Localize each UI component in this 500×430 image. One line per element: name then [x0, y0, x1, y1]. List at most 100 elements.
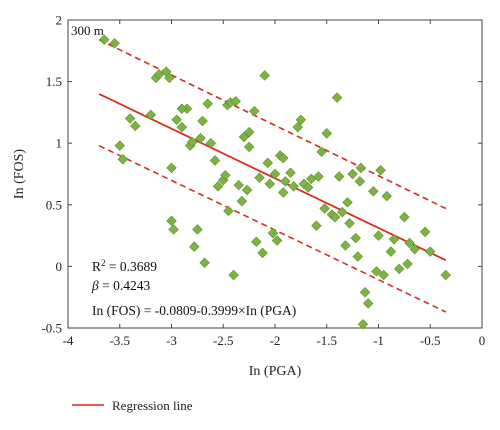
data-point [321, 128, 332, 139]
data-point [233, 179, 244, 191]
data-point [319, 203, 330, 214]
data-point [264, 178, 276, 190]
data-point [368, 186, 379, 197]
data-point [202, 98, 213, 110]
x-tick-label: -1.5 [316, 333, 337, 348]
data-point [114, 140, 125, 151]
data-point [311, 220, 322, 231]
data-point [269, 168, 281, 180]
data-point [371, 266, 382, 277]
x-axis: -4 -3.5 -3 -2.5 -2 -1.5 -1 -0.5 0 [63, 20, 486, 348]
regression-equation: In (FOS) = -0.0809-0.3999×In (PGA) [92, 303, 296, 318]
data-point [388, 234, 400, 245]
data-point [168, 224, 179, 235]
data-point [409, 243, 420, 255]
data-point [243, 141, 255, 153]
data-point [419, 226, 431, 238]
data-point [145, 109, 157, 121]
data-point [257, 247, 268, 259]
data-point [195, 133, 206, 144]
data-point [236, 195, 248, 207]
data-point [404, 237, 415, 249]
data-point [228, 269, 239, 281]
data-point [186, 136, 198, 148]
data-point [197, 115, 208, 127]
data-point [223, 205, 234, 217]
data-point [209, 155, 221, 166]
data-point [295, 114, 307, 126]
data-point [251, 236, 262, 247]
data-point [109, 38, 120, 49]
data-point [357, 319, 369, 330]
data-point [205, 137, 217, 149]
x-tick-label: 0 [479, 333, 486, 348]
data-point [333, 171, 345, 182]
data-point [130, 120, 141, 132]
data-point [362, 298, 374, 309]
data-point [249, 105, 260, 117]
data-point [238, 131, 250, 143]
data-point [375, 165, 386, 176]
data-point [359, 287, 371, 298]
beta-annotation: β = 0.4243 [91, 278, 150, 293]
y-axis: -0.5 0 0.5 1 1.5 2 [41, 13, 482, 336]
data-point [171, 114, 182, 126]
data-point [329, 211, 341, 223]
x-axis-title: In (PGA) [249, 364, 302, 379]
data-point [378, 269, 389, 281]
data-point [344, 218, 355, 229]
data-point [402, 258, 413, 270]
data-point [199, 257, 210, 268]
data-point [316, 146, 327, 158]
x-tick-label: -2 [270, 333, 281, 348]
x-tick-label: -0.5 [420, 333, 441, 348]
data-point [99, 34, 110, 45]
data-point [285, 167, 296, 178]
upper-bound-line [98, 38, 447, 210]
data-point [302, 182, 314, 193]
data-point [313, 171, 324, 182]
data-point [425, 246, 436, 257]
r-squared-annotation: R2 = 0.3689 [92, 258, 157, 274]
legend-label-regression: Regression line [112, 398, 193, 413]
data-point [347, 168, 358, 180]
data-point [278, 187, 289, 198]
data-point [267, 227, 279, 239]
data-point [385, 246, 397, 257]
data-point [288, 181, 299, 192]
x-tick-label: -2.5 [213, 333, 234, 348]
data-point [292, 121, 303, 133]
y-tick-label: 0 [56, 259, 63, 274]
data-point [337, 206, 348, 218]
data-point [271, 235, 283, 246]
data-point [220, 170, 231, 181]
data-point [350, 232, 361, 244]
y-tick-label: 0.5 [46, 197, 62, 212]
data-point [393, 263, 405, 275]
data-point [254, 172, 265, 183]
data-point [355, 162, 367, 174]
x-tick-label: -3.5 [109, 333, 130, 348]
data-point [262, 157, 273, 169]
data-point [399, 211, 410, 223]
data-point [166, 162, 177, 174]
data-point [176, 121, 188, 133]
x-tick-label: -1 [373, 333, 384, 348]
y-tick-label: 2 [56, 13, 63, 28]
data-point [340, 240, 351, 251]
data-point [381, 190, 393, 202]
data-point [192, 224, 203, 235]
data-point [124, 113, 136, 124]
panel-label: 300 m [71, 23, 104, 38]
y-tick-label: 1 [56, 136, 63, 151]
data-point [278, 152, 289, 164]
data-point [354, 176, 366, 187]
legend: Regression line [72, 398, 193, 413]
data-point [189, 241, 200, 252]
data-point [164, 72, 175, 84]
y-tick-label: 1.5 [46, 74, 62, 89]
y-axis-title: In (FOS) [12, 149, 27, 200]
data-point [230, 96, 241, 107]
data-point [243, 126, 255, 138]
